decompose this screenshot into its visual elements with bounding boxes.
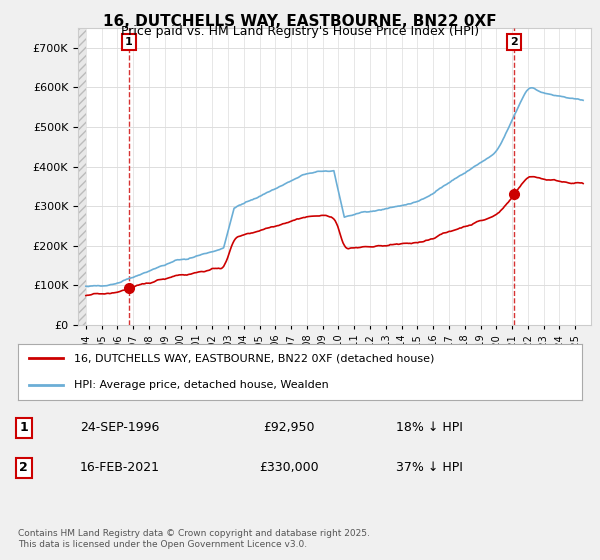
Text: £92,950: £92,950 <box>263 421 314 435</box>
Text: Price paid vs. HM Land Registry's House Price Index (HPI): Price paid vs. HM Land Registry's House … <box>121 25 479 38</box>
Text: 16, DUTCHELLS WAY, EASTBOURNE, BN22 0XF: 16, DUTCHELLS WAY, EASTBOURNE, BN22 0XF <box>103 14 497 29</box>
Bar <box>78 28 86 325</box>
Text: 1: 1 <box>125 37 133 47</box>
Text: 2: 2 <box>510 37 518 47</box>
Text: 1: 1 <box>19 421 28 435</box>
Text: 16, DUTCHELLS WAY, EASTBOURNE, BN22 0XF (detached house): 16, DUTCHELLS WAY, EASTBOURNE, BN22 0XF … <box>74 353 435 363</box>
Text: 18% ↓ HPI: 18% ↓ HPI <box>396 421 463 435</box>
Text: 37% ↓ HPI: 37% ↓ HPI <box>396 461 463 474</box>
Text: 16-FEB-2021: 16-FEB-2021 <box>80 461 160 474</box>
Text: Contains HM Land Registry data © Crown copyright and database right 2025.
This d: Contains HM Land Registry data © Crown c… <box>18 529 370 549</box>
Text: HPI: Average price, detached house, Wealden: HPI: Average price, detached house, Weal… <box>74 380 329 390</box>
Text: 24-SEP-1996: 24-SEP-1996 <box>80 421 159 435</box>
Bar <box>78 28 86 325</box>
Text: £330,000: £330,000 <box>259 461 319 474</box>
Text: 2: 2 <box>19 461 28 474</box>
